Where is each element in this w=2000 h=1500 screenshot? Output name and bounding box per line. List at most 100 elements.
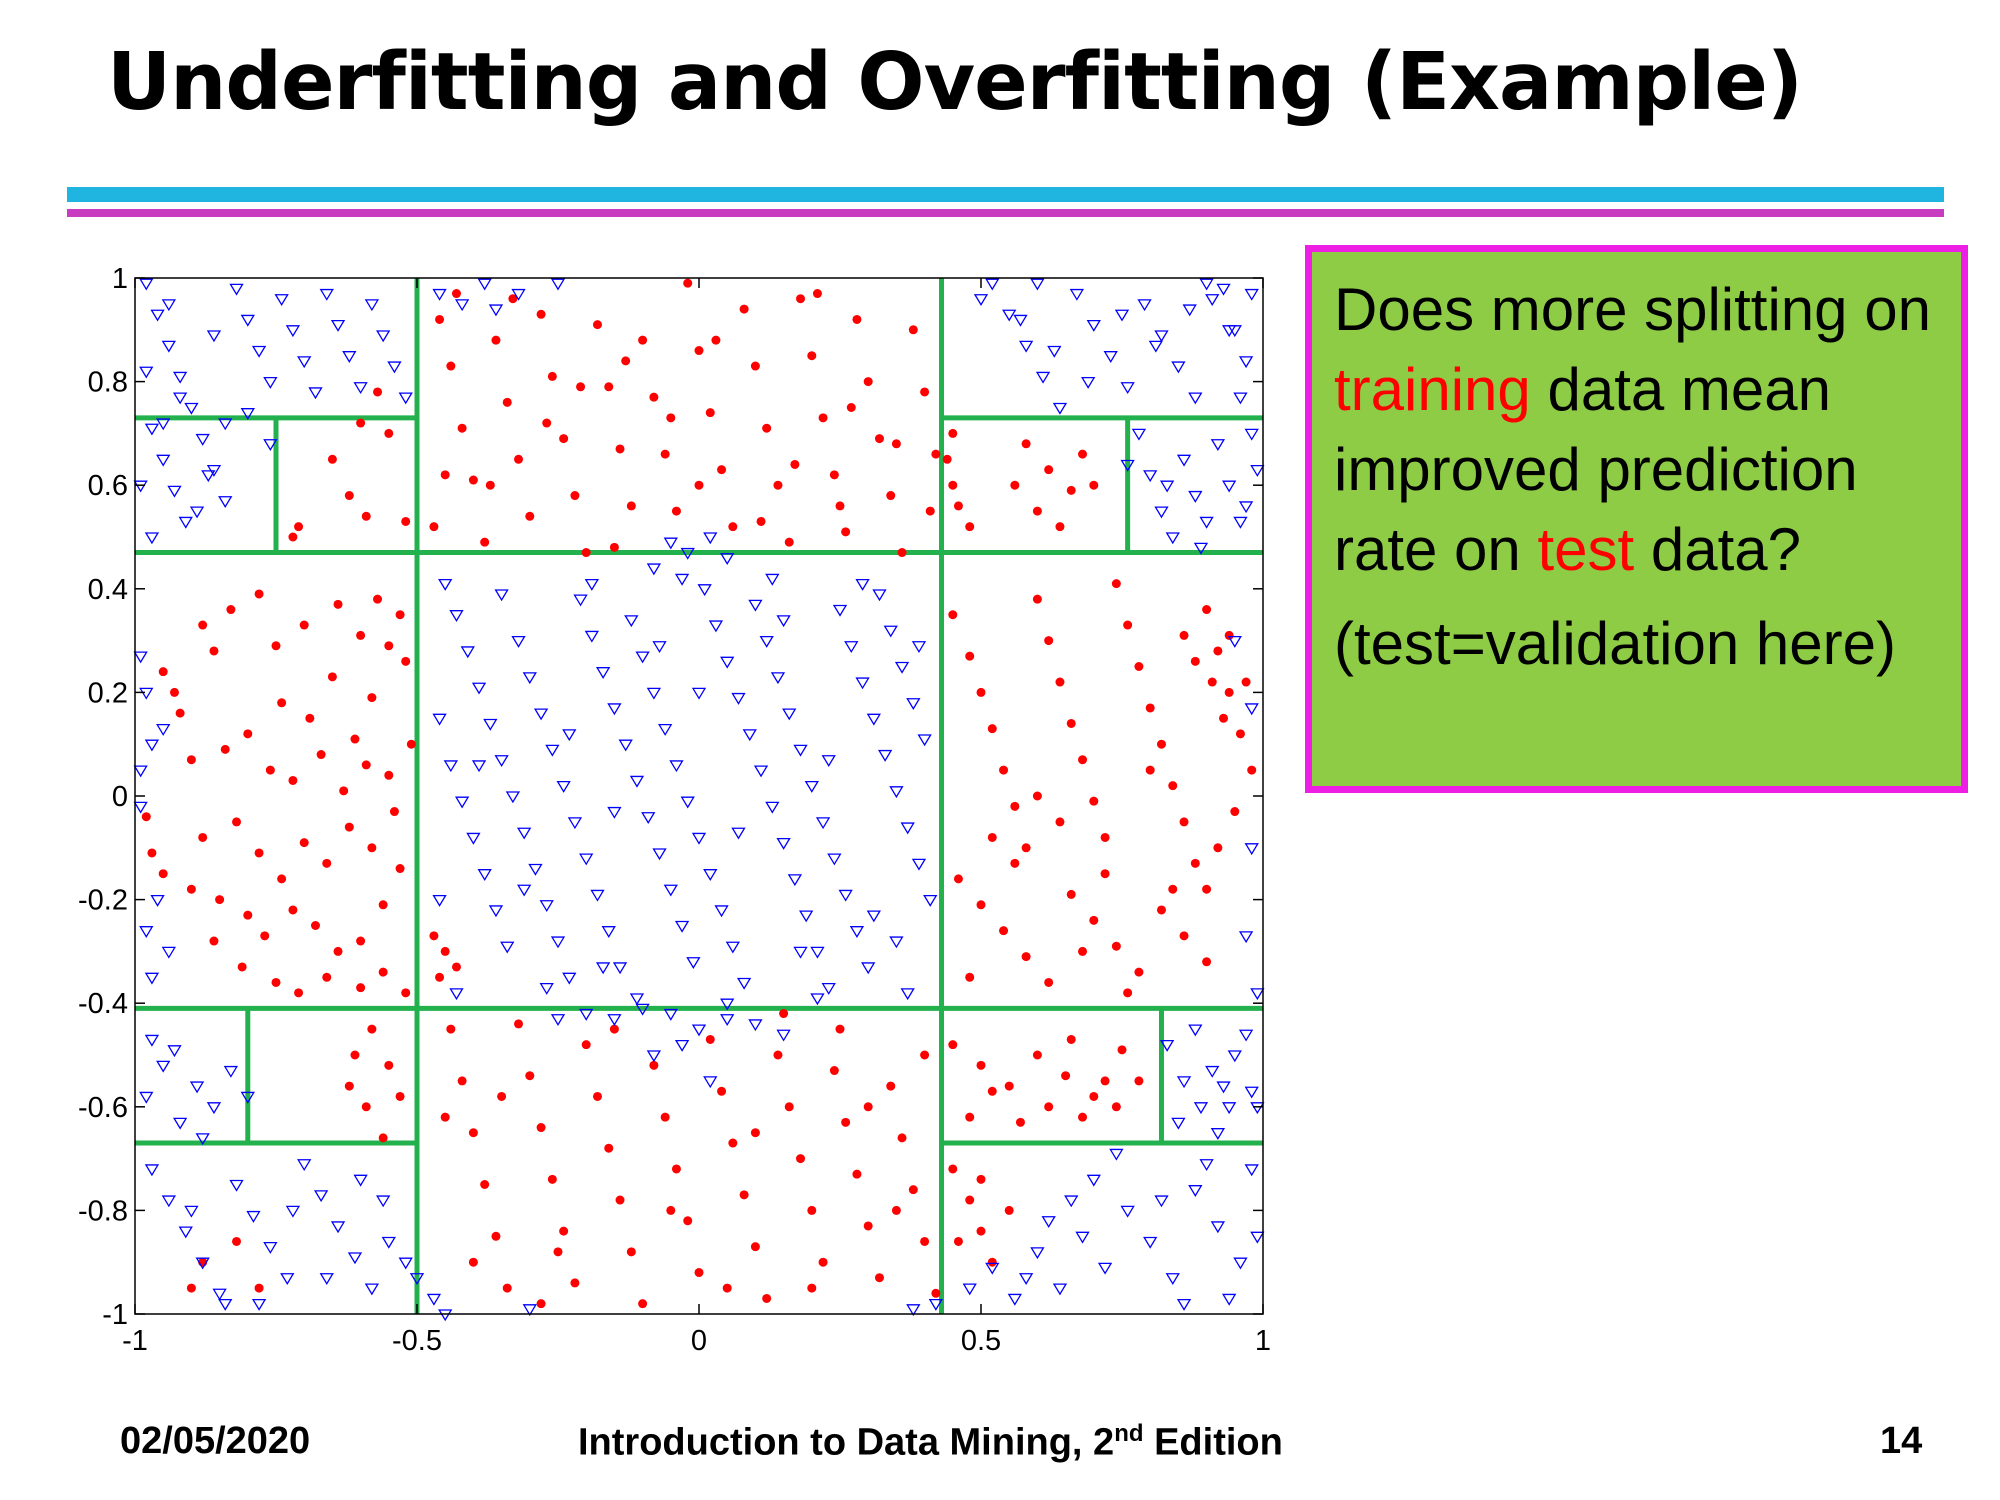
red-circle-point [1021,439,1031,449]
red-circle-point [215,895,225,905]
callout-question: Does more splitting on training data mea… [1334,276,1931,583]
blue-triangle-point [584,578,599,591]
blue-triangle-point [1244,703,1259,716]
red-circle-point [976,1060,986,1070]
blue-triangle-point [1131,428,1147,441]
red-circle-point [592,320,602,330]
blue-triangle-point [184,402,199,415]
blue-triangle-point [550,1014,566,1027]
red-circle-point [1015,1117,1025,1127]
blue-triangle-point [466,832,481,845]
blue-triangle-point [731,827,746,840]
blue-triangle-point [849,926,865,938]
red-circle-point [468,1257,478,1267]
red-circle-point [863,377,873,387]
red-circle-point [739,1190,749,1200]
blue-triangle-point [827,853,842,866]
red-circle-point [525,511,535,521]
blue-triangle-point [460,646,475,659]
red-circle-point [1010,480,1020,490]
red-circle-point [158,667,168,677]
red-circle-point [1044,636,1054,646]
blue-triangle-point [595,962,611,975]
blue-triangle-point [923,894,938,907]
blue-triangle-point [156,724,171,736]
blue-triangle-point [246,1210,261,1223]
blue-triangle-point [1007,1293,1022,1306]
blue-triangle-point [1199,1159,1214,1172]
red-circle-point [547,371,557,381]
red-circle-point [310,921,320,930]
red-circle-point [931,1288,941,1298]
blue-triangle-point [1047,345,1062,358]
blue-triangle-point [263,439,278,452]
blue-triangle-point [669,760,684,773]
red-circle-point [1089,480,1099,490]
red-circle-point [891,1205,901,1215]
red-circle-point [897,1133,907,1143]
red-circle-point [638,1299,648,1309]
red-circle-point [333,946,343,956]
x-tick-label: -1 [122,1325,148,1357]
red-circle-point [728,522,738,532]
red-circle-point [1004,1081,1014,1091]
blue-triangle-point [1165,532,1180,545]
red-circle-point [846,403,856,412]
blue-triangle-point [663,884,678,897]
blue-triangle-point [1227,325,1242,338]
blue-triangle-point [240,314,255,327]
blue-triangle-point [1041,1216,1056,1229]
blue-triangle-point [218,418,233,431]
y-tick-label: 0.2 [88,677,128,709]
blue-triangle-point [725,941,740,954]
red-circle-point [750,361,760,371]
blue-triangle-point [195,1133,210,1146]
red-circle-point [626,1247,636,1257]
red-circle-point [1202,884,1212,894]
red-circle-point [186,1283,196,1293]
blue-triangle-point [1244,1164,1259,1177]
blue-triangle-point [911,641,927,654]
red-circle-point [265,765,275,775]
blue-triangle-point [1238,1029,1254,1042]
blue-triangle-point [731,692,746,705]
red-circle-point [451,962,461,972]
blue-triangle-point [810,993,825,1006]
y-tick-label: 1 [112,263,128,295]
red-circle-point [198,832,208,842]
blue-triangle-point [500,941,515,954]
red-circle-point [288,532,298,542]
blue-triangle-point [387,361,402,374]
red-circle-point [660,449,670,459]
blue-triangle-point [612,962,628,975]
red-circle-point [497,1091,507,1101]
blue-triangle-point [765,801,780,814]
red-circle-point [1168,781,1178,791]
red-circle-point [965,1195,975,1205]
red-circle-point [508,294,518,304]
blue-triangle-point [1030,1247,1045,1260]
blue-triangle-point [539,900,554,913]
blue-triangle-point [748,1019,763,1032]
red-circle-point [1004,1205,1014,1215]
red-circle-point [254,1283,264,1293]
blue-triangle-point [1227,1050,1242,1063]
blue-triangle-point [1216,283,1231,296]
red-circle-point [378,1133,388,1143]
blue-triangle-point [494,755,509,768]
red-circle-point [294,522,304,532]
blue-triangle-point [906,698,921,711]
blue-triangle-point [1199,516,1214,529]
x-tick-label: -0.5 [392,1325,442,1357]
red-circle-point [1078,1112,1088,1122]
red-circle-point [829,470,839,480]
blue-triangle-point [911,858,927,871]
red-circle-point [976,687,986,697]
red-circle-point [559,1226,569,1236]
footer-date: 02/05/2020 [120,1420,311,1462]
blue-triangle-point [139,926,154,938]
red-circle-point [209,936,219,946]
blue-triangle-point [607,1014,622,1027]
blue-triangle-point [426,1293,442,1306]
blue-triangle-point [477,278,492,291]
